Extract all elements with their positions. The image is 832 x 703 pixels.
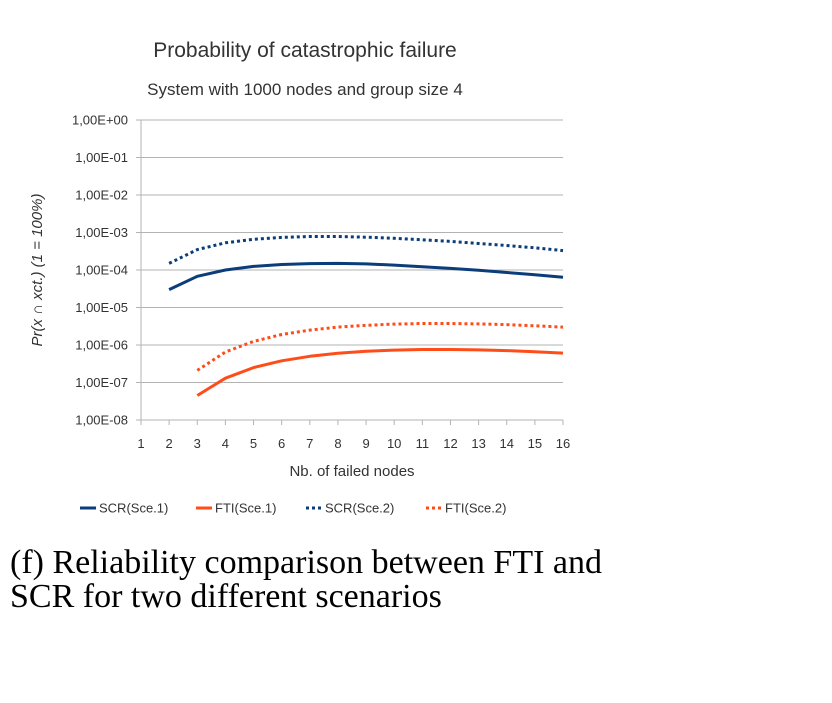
- legend-label: SCR(Sce.1): [99, 501, 168, 516]
- y-tick-label: 1,00E-08: [75, 413, 128, 428]
- y-tick-label: 1,00E-07: [75, 375, 128, 390]
- grid: [136, 119, 563, 421]
- y-tick-label: 1,00E-03: [75, 225, 128, 240]
- x-tick-label: 1: [137, 436, 144, 451]
- y-tick-label: 1,00E-05: [75, 300, 128, 315]
- series-line-scr-sce-2: [168, 235, 564, 265]
- x-tick-label: 6: [278, 436, 285, 451]
- x-tick-label: 5: [250, 436, 257, 451]
- x-tick-label: 2: [166, 436, 173, 451]
- y-tick-label: 1,00E+00: [72, 113, 128, 128]
- legend: SCR(Sce.1) FTI(Sce.1) SCR(Sce.2) FTI(Sce.2): [80, 501, 506, 516]
- chart-title: Probability of catastrophic failure: [153, 39, 457, 62]
- x-tick-label: 3: [194, 436, 201, 451]
- figure-caption: (f) Reliability comparison between FTI a…: [10, 544, 602, 615]
- chart-subtitle: System with 1000 nodes and group size 4: [147, 80, 463, 99]
- x-tick-label: 14: [499, 436, 513, 451]
- y-tick-label: 1,00E-02: [75, 188, 128, 203]
- x-tick-label: 10: [387, 436, 401, 451]
- x-axis-label: Nb. of failed nodes: [289, 463, 414, 480]
- y-tick-label: 1,00E-04: [75, 263, 128, 278]
- series-line-fti-sce-2: [196, 322, 564, 372]
- x-tick-label: 12: [443, 436, 457, 451]
- series-layer: [168, 235, 564, 397]
- y-tick-label: 1,00E-06: [75, 338, 128, 353]
- x-axis-ticks: 1 2 3 4 5 6 7 8 9 10 11 12 13 14 15 16: [137, 420, 570, 451]
- series-line-scr-sce-1: [168, 261, 564, 291]
- y-tick-label: 1,00E-01: [75, 150, 128, 165]
- x-tick-label: 16: [556, 436, 570, 451]
- x-tick-label: 15: [528, 436, 542, 451]
- x-tick-label: 7: [306, 436, 313, 451]
- chart: Probability of catastrophic failure Syst…: [29, 39, 570, 516]
- x-tick-label: 11: [416, 436, 430, 451]
- x-tick-label: 4: [222, 436, 229, 451]
- x-tick-label: 9: [362, 436, 369, 451]
- y-axis-ticks: 1,00E-08 1,00E-07 1,00E-06 1,00E-05 1,00E-04…: [72, 113, 128, 428]
- legend-label: FTI(Sce.1): [215, 501, 276, 516]
- x-tick-label: 13: [471, 436, 485, 451]
- legend-label: SCR(Sce.2): [325, 501, 394, 516]
- y-axis-label: Pr(x ∩ xct.) (1 = 100%): [29, 194, 46, 347]
- x-tick-label: 8: [334, 436, 341, 451]
- legend-label: FTI(Sce.2): [445, 501, 506, 516]
- series-line-fti-sce-1: [196, 348, 564, 397]
